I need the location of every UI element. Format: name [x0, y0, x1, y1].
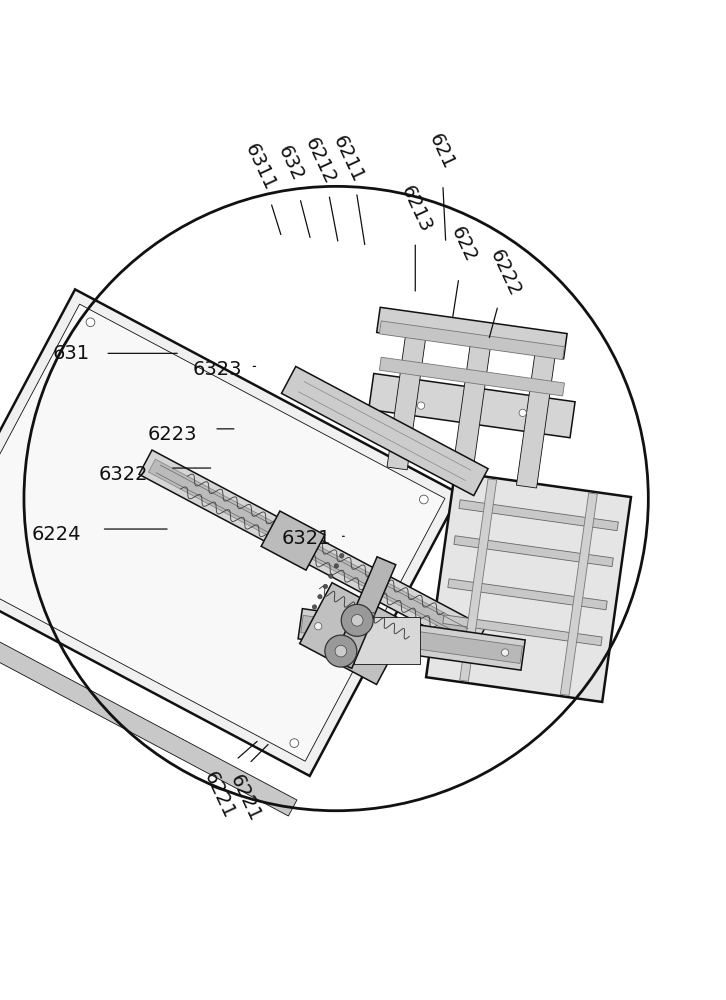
Text: 6224: 6224: [32, 525, 81, 544]
Circle shape: [323, 584, 327, 589]
Polygon shape: [301, 615, 523, 663]
Polygon shape: [139, 450, 485, 652]
Polygon shape: [387, 323, 428, 470]
Circle shape: [351, 615, 363, 626]
Circle shape: [502, 649, 509, 656]
Circle shape: [335, 645, 347, 657]
Polygon shape: [379, 357, 565, 396]
Polygon shape: [149, 459, 476, 642]
Text: 632: 632: [274, 143, 307, 185]
Circle shape: [334, 564, 338, 568]
Text: 6212: 6212: [301, 135, 339, 187]
Circle shape: [417, 402, 425, 409]
Polygon shape: [452, 332, 492, 479]
Polygon shape: [354, 617, 420, 664]
Polygon shape: [261, 511, 325, 570]
Text: 6323: 6323: [193, 360, 242, 379]
Text: 6321: 6321: [282, 529, 331, 548]
Polygon shape: [0, 304, 445, 761]
Circle shape: [420, 495, 428, 504]
Polygon shape: [369, 374, 575, 438]
Circle shape: [314, 623, 322, 630]
Polygon shape: [454, 536, 613, 567]
Circle shape: [318, 595, 322, 599]
Circle shape: [341, 604, 373, 636]
Text: 622: 622: [446, 224, 480, 265]
Text: 6223: 6223: [148, 425, 197, 444]
Polygon shape: [560, 493, 597, 695]
Polygon shape: [282, 366, 488, 496]
Polygon shape: [459, 500, 619, 531]
Circle shape: [340, 553, 344, 558]
Polygon shape: [379, 321, 565, 360]
Circle shape: [86, 318, 95, 327]
Polygon shape: [516, 341, 557, 488]
Circle shape: [290, 739, 298, 747]
Text: 6221: 6221: [200, 769, 238, 822]
Polygon shape: [300, 583, 409, 684]
Circle shape: [329, 574, 333, 578]
Text: 6211: 6211: [329, 132, 367, 185]
Polygon shape: [377, 307, 567, 359]
Text: 621: 621: [425, 131, 458, 172]
Polygon shape: [460, 479, 497, 681]
Text: 6221: 6221: [226, 772, 264, 825]
Text: 6322: 6322: [99, 465, 148, 484]
Polygon shape: [443, 615, 602, 646]
Polygon shape: [0, 595, 297, 816]
Text: 6311: 6311: [241, 141, 279, 194]
Text: 6222: 6222: [486, 247, 524, 300]
Text: 631: 631: [52, 344, 90, 363]
Text: 6213: 6213: [397, 183, 435, 236]
Polygon shape: [426, 472, 631, 702]
Circle shape: [325, 635, 357, 667]
Polygon shape: [298, 609, 525, 670]
Polygon shape: [333, 557, 396, 668]
Polygon shape: [0, 289, 460, 776]
Circle shape: [519, 409, 526, 417]
Polygon shape: [448, 579, 607, 610]
Circle shape: [312, 605, 317, 609]
